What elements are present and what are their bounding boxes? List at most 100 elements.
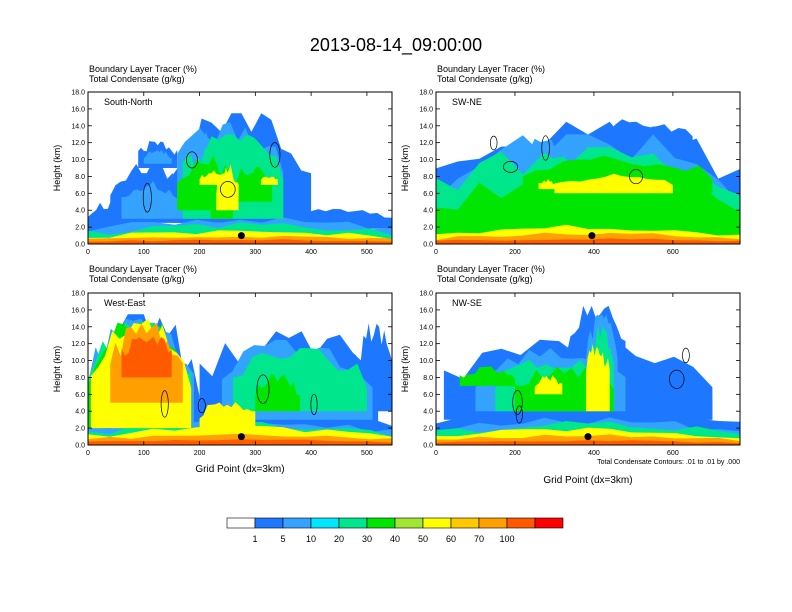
y-tick-label: 12.0	[71, 341, 85, 348]
location-marker	[237, 433, 245, 441]
y-tick-label: 4.0	[423, 208, 433, 215]
y-tick-label: 2.0	[423, 225, 433, 232]
x-tick-label: 500	[361, 450, 373, 457]
tracer-field	[88, 113, 392, 244]
y-tick-label: 18.0	[71, 291, 85, 298]
contour-line	[269, 142, 281, 168]
panel-header-line2: Total Condensate (g/kg)	[89, 74, 185, 84]
y-tick-label: 16.0	[419, 106, 433, 113]
tracer-region	[199, 170, 233, 185]
panel-south-north: Boundary Layer Tracer (%) Total Condensa…	[52, 64, 393, 256]
location-marker	[588, 232, 596, 240]
contour-line	[160, 390, 169, 418]
contour-note: Total Condensate Contours: .01 to .01 by…	[597, 459, 740, 466]
y-tick-label: 14.0	[419, 123, 433, 130]
colorbar-swatch	[254, 517, 284, 529]
y-tick-label: 8.0	[75, 174, 85, 181]
y-tick-label: 8.0	[423, 174, 433, 181]
y-tick-label: 8.0	[75, 375, 85, 382]
colorbar-swatch	[310, 517, 340, 529]
tracer-field	[436, 119, 740, 244]
condensate-contours	[489, 135, 643, 185]
x-tick-label: 400	[305, 450, 317, 457]
y-tick-label: 2.0	[423, 426, 433, 433]
x-tick-label: 0	[434, 249, 438, 256]
panel-ylabel: Height (km)	[52, 145, 62, 192]
tracer-region	[538, 179, 555, 190]
y-tick-label: 10.0	[71, 157, 85, 164]
y-tick-label: 2.0	[75, 426, 85, 433]
y-tick-label: 16.0	[71, 106, 85, 113]
x-tick-label: 100	[138, 450, 150, 457]
x-tick-label: 300	[249, 450, 261, 457]
y-tick-label: 4.0	[75, 409, 85, 416]
panel-header-line1: Boundary Layer Tracer (%)	[89, 64, 197, 74]
figure-title: 2013-08-14_09:00:00	[310, 35, 482, 56]
y-tick-label: 10.0	[419, 358, 433, 365]
x-tick-label: 200	[509, 450, 521, 457]
panel-header-line1: Boundary Layer Tracer (%)	[89, 264, 197, 274]
contour-line	[629, 169, 643, 185]
y-tick-label: 8.0	[423, 375, 433, 382]
colorbar-swatch	[338, 517, 368, 529]
panel-ylabel: Height (km)	[400, 346, 410, 393]
contour-line	[682, 347, 690, 364]
colorbar-swatch	[394, 517, 424, 529]
tracer-region	[260, 176, 278, 185]
x-tick-label: 200	[509, 249, 521, 256]
tracer-region	[255, 373, 300, 412]
y-tick-label: 4.0	[423, 409, 433, 416]
tracer-region	[459, 366, 515, 386]
y-tick-label: 18.0	[71, 90, 85, 97]
condensate-contours	[142, 142, 281, 213]
contour-line	[256, 374, 270, 404]
tracer-region	[88, 239, 392, 244]
y-tick-label: 16.0	[71, 307, 85, 314]
condensate-contours	[512, 347, 690, 424]
panel-header-line2: Total Condensate (g/kg)	[89, 274, 185, 284]
tracer-region	[534, 375, 563, 395]
panel-label: South-North	[104, 97, 153, 107]
tracer-region	[436, 440, 740, 445]
contour-line	[668, 369, 685, 389]
panel-ylabel: Height (km)	[52, 346, 62, 393]
y-tick-label: 6.0	[423, 392, 433, 399]
x-tick-label: 400	[588, 450, 600, 457]
tracer-region	[436, 238, 740, 244]
x-tick-label: 600	[667, 450, 679, 457]
colorbar-label: 20	[334, 534, 344, 544]
tracer-region	[121, 180, 178, 219]
contour-line	[503, 161, 519, 173]
panel-west-east: Boundary Layer Tracer (%) Total Condensa…	[52, 264, 393, 475]
x-tick-label: 0	[86, 249, 90, 256]
y-tick-label: 12.0	[71, 140, 85, 147]
panel-label: West-East	[104, 298, 146, 308]
x-tick-label: 400	[588, 249, 600, 256]
y-tick-label: 18.0	[419, 90, 433, 97]
panel-label: SW-NE	[452, 97, 482, 107]
plot-frame	[435, 292, 741, 446]
y-tick-label: 0.0	[75, 443, 85, 450]
panel-xlabel: Grid Point (dx=3km)	[543, 475, 632, 486]
tracer-region	[593, 119, 693, 160]
x-tick-label: 0	[434, 450, 438, 457]
contour-line	[186, 151, 198, 169]
tracer-region	[586, 344, 610, 412]
y-tick-label: 0.0	[423, 443, 433, 450]
plot-frame	[87, 91, 393, 245]
y-tick-label: 6.0	[75, 191, 85, 198]
y-tick-label: 12.0	[419, 341, 433, 348]
panel-label: NW-SE	[452, 298, 482, 308]
location-marker	[237, 232, 245, 240]
panel-ylabel: Height (km)	[400, 145, 410, 192]
tracer-region	[554, 173, 673, 194]
panel-header-line2: Total Condensate (g/kg)	[437, 74, 533, 84]
y-tick-label: 10.0	[71, 358, 85, 365]
y-tick-label: 14.0	[419, 324, 433, 331]
panel-xlabel: Grid Point (dx=3km)	[195, 464, 284, 475]
x-tick-label: 500	[361, 249, 373, 256]
colorbar-swatch	[422, 517, 452, 529]
x-tick-label: 100	[138, 249, 150, 256]
tracer-region	[233, 166, 273, 202]
